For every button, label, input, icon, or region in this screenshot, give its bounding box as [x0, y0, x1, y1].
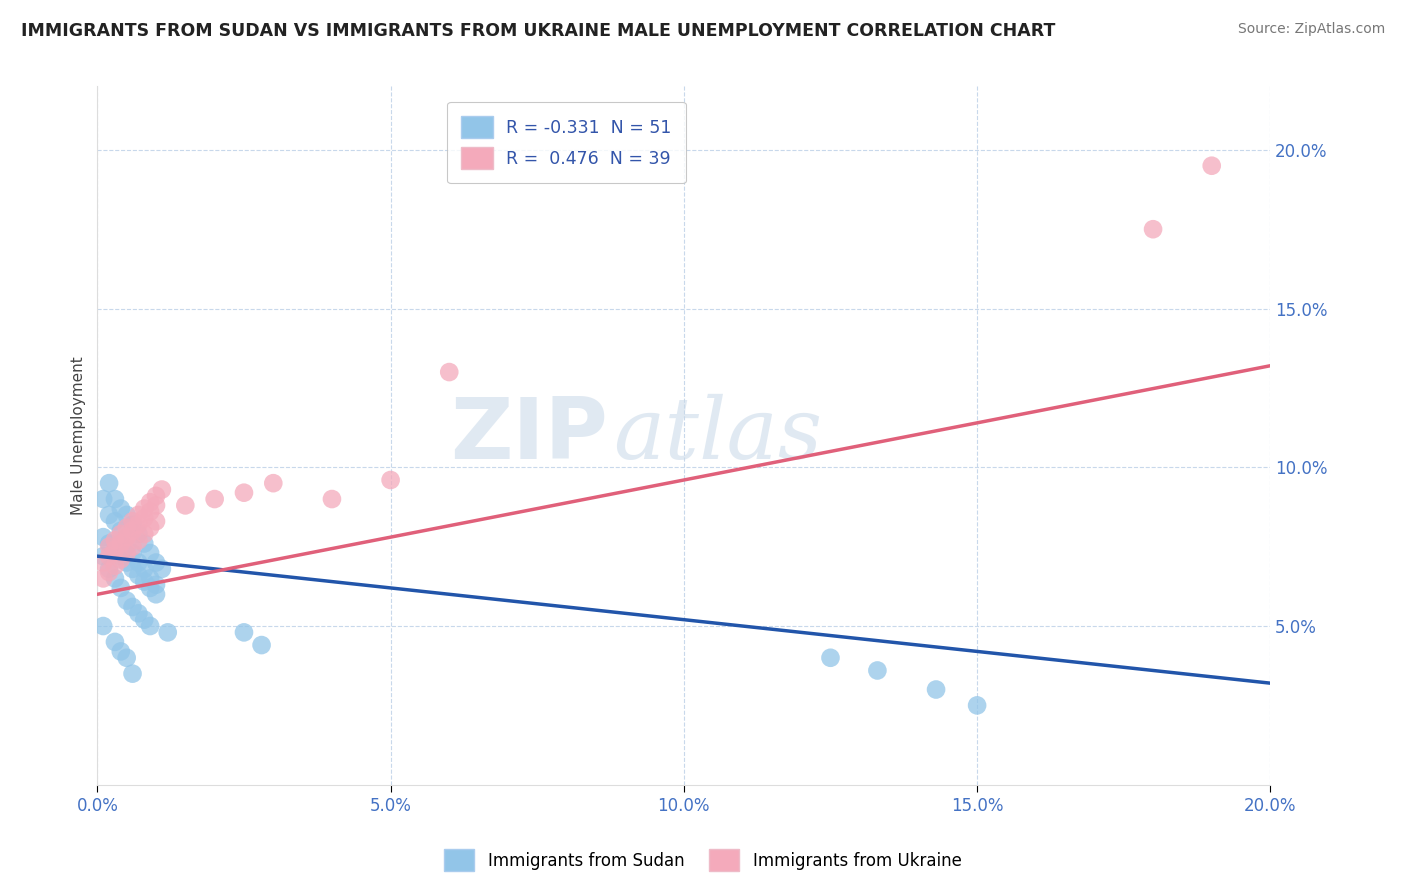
- Point: [104, 571, 127, 585]
- Point: [91, 491, 114, 506]
- Point: [121, 599, 143, 614]
- Point: [91, 556, 114, 570]
- Point: [1142, 222, 1164, 236]
- Point: [110, 536, 132, 550]
- Point: [110, 549, 132, 564]
- Point: [1201, 159, 1223, 173]
- Point: [110, 527, 132, 541]
- Point: [110, 524, 132, 538]
- Point: [127, 607, 149, 621]
- Point: [145, 587, 167, 601]
- Point: [115, 530, 138, 544]
- Point: [139, 505, 162, 519]
- Point: [110, 501, 132, 516]
- Point: [145, 578, 167, 592]
- Point: [233, 625, 256, 640]
- Point: [115, 650, 138, 665]
- Point: [250, 638, 273, 652]
- Point: [115, 521, 138, 535]
- Point: [127, 533, 149, 548]
- Point: [139, 571, 162, 585]
- Point: [91, 571, 114, 585]
- Text: ZIP: ZIP: [450, 394, 607, 477]
- Point: [134, 511, 156, 525]
- Point: [98, 562, 121, 576]
- Y-axis label: Male Unemployment: Male Unemployment: [72, 356, 86, 515]
- Point: [110, 644, 132, 658]
- Point: [145, 514, 167, 528]
- Point: [115, 556, 138, 570]
- Point: [121, 524, 143, 538]
- Point: [150, 483, 173, 497]
- Point: [439, 365, 461, 379]
- Point: [150, 562, 173, 576]
- Point: [134, 574, 156, 589]
- Point: [134, 527, 156, 541]
- Point: [127, 527, 149, 541]
- Text: Source: ZipAtlas.com: Source: ZipAtlas.com: [1237, 22, 1385, 37]
- Point: [134, 501, 156, 516]
- Point: [127, 568, 149, 582]
- Text: atlas: atlas: [613, 394, 823, 477]
- Point: [233, 485, 256, 500]
- Point: [127, 508, 149, 522]
- Point: [127, 556, 149, 570]
- Point: [115, 546, 138, 560]
- Point: [91, 619, 114, 633]
- Point: [380, 473, 402, 487]
- Point: [866, 664, 889, 678]
- Point: [121, 540, 143, 554]
- Point: [104, 542, 127, 557]
- Legend: R = -0.331  N = 51, R =  0.476  N = 39: R = -0.331 N = 51, R = 0.476 N = 39: [447, 102, 686, 183]
- Point: [174, 499, 197, 513]
- Text: IMMIGRANTS FROM SUDAN VS IMMIGRANTS FROM UKRAINE MALE UNEMPLOYMENT CORRELATION C: IMMIGRANTS FROM SUDAN VS IMMIGRANTS FROM…: [21, 22, 1056, 40]
- Point: [127, 517, 149, 532]
- Point: [139, 581, 162, 595]
- Point: [91, 549, 114, 564]
- Point: [139, 619, 162, 633]
- Point: [139, 495, 162, 509]
- Point: [262, 476, 284, 491]
- Point: [321, 491, 343, 506]
- Point: [820, 650, 842, 665]
- Point: [115, 508, 138, 522]
- Point: [98, 549, 121, 564]
- Point: [204, 491, 226, 506]
- Point: [121, 517, 143, 532]
- Point: [121, 562, 143, 576]
- Point: [104, 635, 127, 649]
- Point: [134, 562, 156, 576]
- Point: [110, 552, 132, 566]
- Point: [104, 491, 127, 506]
- Point: [104, 533, 127, 548]
- Point: [121, 546, 143, 560]
- Point: [925, 682, 948, 697]
- Legend: Immigrants from Sudan, Immigrants from Ukraine: Immigrants from Sudan, Immigrants from U…: [436, 841, 970, 880]
- Point: [139, 546, 162, 560]
- Point: [121, 666, 143, 681]
- Point: [139, 521, 162, 535]
- Point: [115, 593, 138, 607]
- Point: [98, 508, 121, 522]
- Point: [104, 542, 127, 557]
- Point: [115, 540, 138, 554]
- Point: [145, 489, 167, 503]
- Point: [121, 514, 143, 528]
- Point: [98, 536, 121, 550]
- Point: [98, 476, 121, 491]
- Point: [98, 540, 121, 554]
- Point: [91, 530, 114, 544]
- Point: [145, 499, 167, 513]
- Point: [145, 556, 167, 570]
- Point: [98, 565, 121, 579]
- Point: [104, 558, 127, 573]
- Point: [104, 514, 127, 528]
- Point: [134, 613, 156, 627]
- Point: [134, 536, 156, 550]
- Point: [156, 625, 179, 640]
- Point: [110, 581, 132, 595]
- Point: [966, 698, 988, 713]
